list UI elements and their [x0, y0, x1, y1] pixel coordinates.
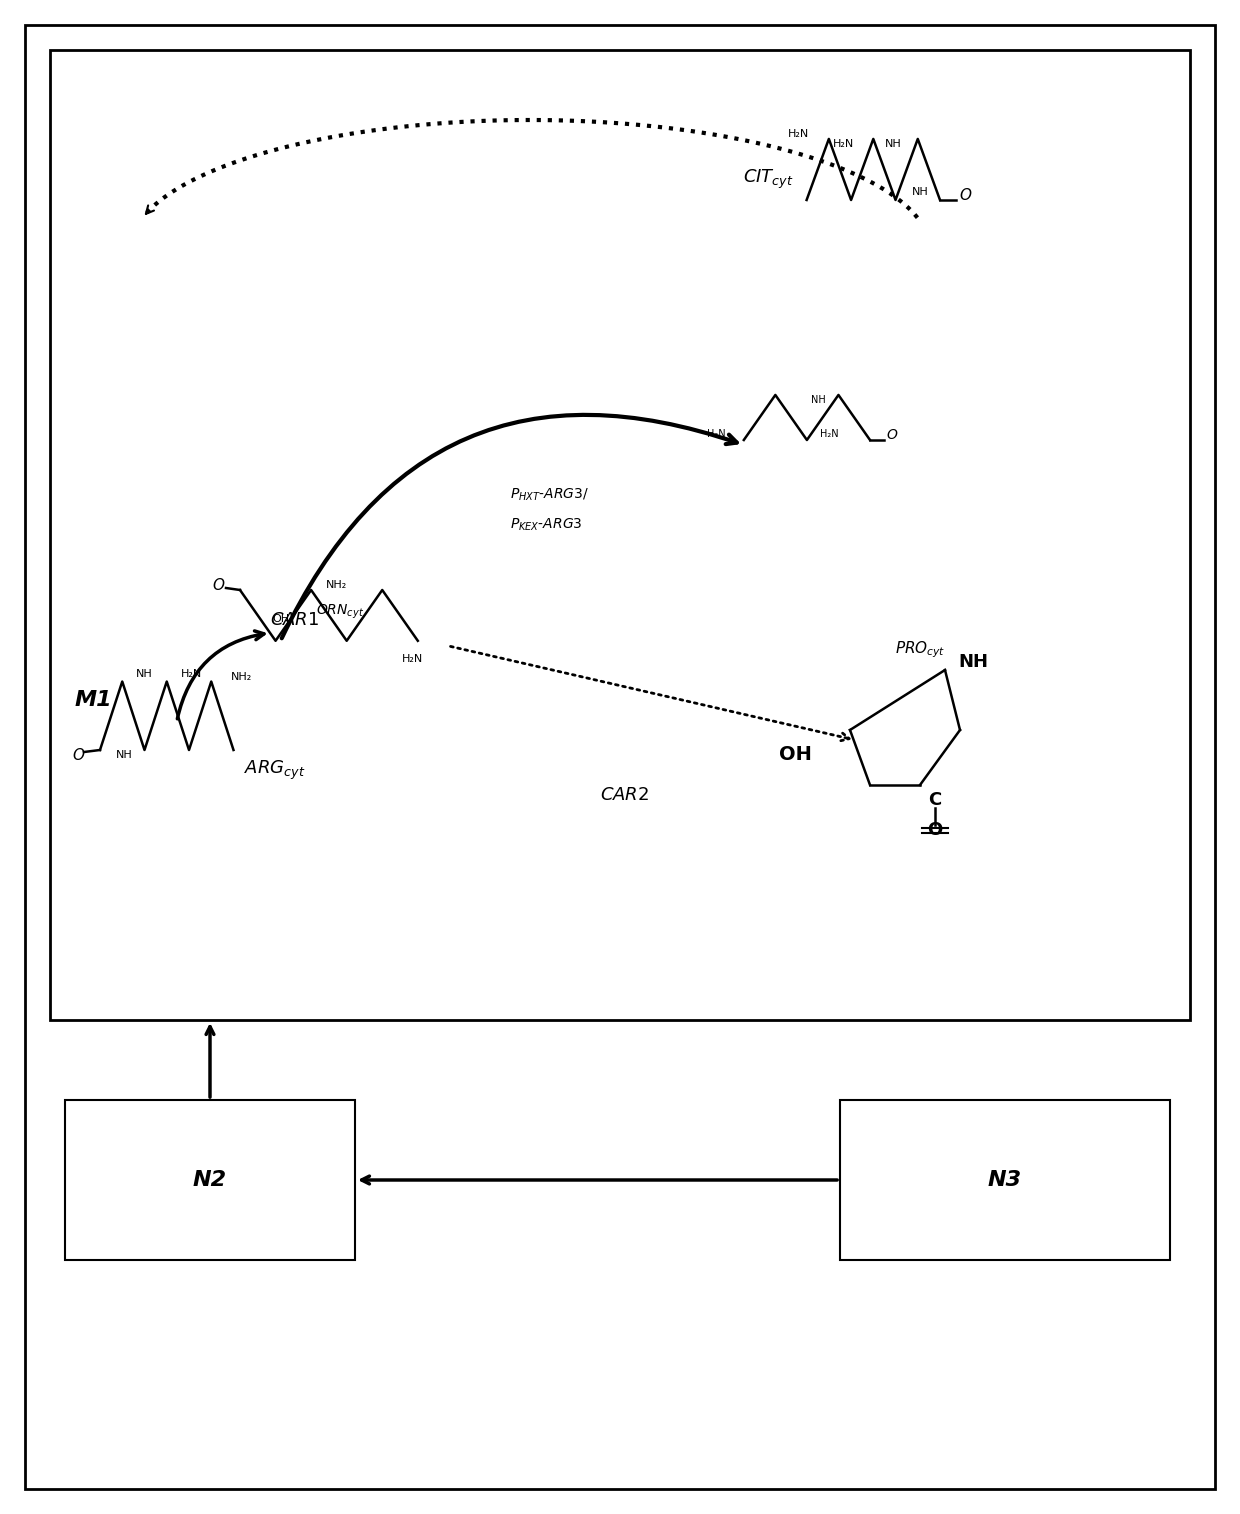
- Bar: [839, 1101, 1171, 1260]
- Text: NH: NH: [811, 395, 826, 404]
- Text: NH: NH: [959, 653, 988, 671]
- Text: $\mathit{P_{HXT}\text{-}ARG3/}$: $\mathit{P_{HXT}\text{-}ARG3/}$: [510, 488, 589, 503]
- Text: H₂N: H₂N: [833, 139, 854, 148]
- Text: $\mathit{ORN_{cyt}}$: $\mathit{ORN_{cyt}}$: [316, 603, 365, 621]
- Text: $\mathit{ARG_{cyt}}$: $\mathit{ARG_{cyt}}$: [244, 759, 305, 781]
- Text: OH: OH: [272, 613, 289, 624]
- Text: $\mathit{CAR2}$: $\mathit{CAR2}$: [600, 786, 649, 804]
- Text: $\mathit{P_{KEX}\text{-}ARG3}$: $\mathit{P_{KEX}\text{-}ARG3}$: [510, 516, 583, 533]
- Text: H₂N: H₂N: [181, 669, 202, 678]
- Text: N3: N3: [988, 1170, 1022, 1190]
- Text: O: O: [887, 428, 898, 442]
- Text: N2: N2: [193, 1170, 227, 1190]
- Text: NH: NH: [884, 139, 901, 148]
- Text: NH₂: NH₂: [325, 580, 347, 590]
- Text: O: O: [212, 577, 224, 592]
- Text: NH: NH: [117, 749, 133, 760]
- Text: NH: NH: [913, 188, 929, 197]
- Text: OH: OH: [779, 745, 811, 765]
- Text: $\mathit{PRO_{cyt}}$: $\mathit{PRO_{cyt}}$: [895, 640, 945, 660]
- Text: $\mathit{CIT_{cyt}}$: $\mathit{CIT_{cyt}}$: [743, 168, 794, 191]
- Bar: [50, 50, 1190, 1020]
- Text: M1: M1: [74, 690, 113, 710]
- Text: $\mathit{CAR1}$: $\mathit{CAR1}$: [270, 612, 319, 628]
- Text: H₂N: H₂N: [402, 654, 423, 663]
- Text: NH₂: NH₂: [231, 672, 252, 681]
- Text: O: O: [72, 748, 84, 763]
- Text: H₂N: H₂N: [820, 428, 838, 439]
- Text: O: O: [959, 188, 971, 203]
- Text: H₂N: H₂N: [707, 428, 725, 439]
- Bar: [64, 1101, 355, 1260]
- Text: NH: NH: [136, 669, 153, 678]
- Text: O: O: [928, 821, 942, 839]
- Text: C: C: [929, 790, 941, 808]
- Text: H₂N: H₂N: [789, 129, 810, 139]
